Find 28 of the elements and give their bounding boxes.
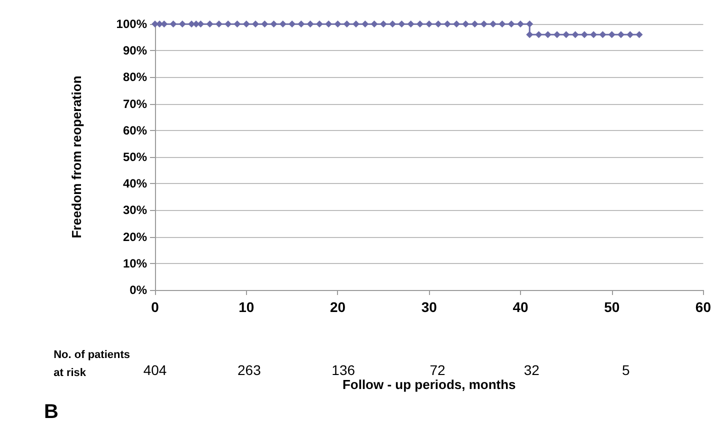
x-tick-label: 60 [695,299,712,315]
x-tick-label: 50 [604,299,620,315]
text: No. of patients at risk [54,349,130,379]
y-tick-label: 80% [122,70,148,84]
y-axis-title: Freedom from reoperation [69,76,84,238]
y-tick-label: 50% [122,150,148,164]
y-tick-label: 0% [130,283,148,297]
text: 5 [622,362,630,378]
x-axis-title: Follow - up periods, months [342,377,516,392]
x-tick-label: 10 [238,299,254,315]
y-tick-label: 30% [122,203,148,218]
text: B [44,401,58,423]
x-tick-label: 40 [512,299,528,315]
y-tick-label: 60% [122,123,148,138]
y-tick-label: 40% [122,176,148,191]
text: 136 [332,362,356,378]
y-tick-label: 90% [122,44,148,58]
y-tick-label: 100% [116,17,148,31]
text: 32 [524,362,540,378]
x-tick-label: 0 [151,299,160,315]
text: 404 [143,362,167,378]
x-tick-label: 20 [330,299,346,315]
text: 263 [237,362,262,378]
y-tick-label: 70% [122,96,148,111]
x-tick-label: 30 [421,299,438,315]
text: 72 [430,362,446,378]
y-tick-label: 20% [122,230,148,244]
y-tick-label: 10% [122,256,148,270]
